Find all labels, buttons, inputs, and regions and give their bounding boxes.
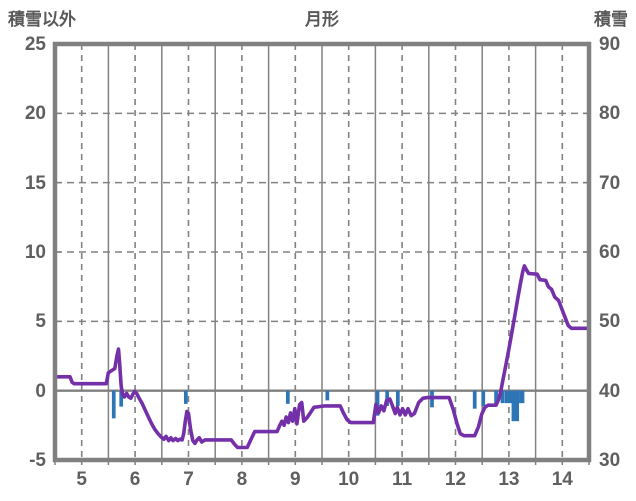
snowfall-bar [119, 390, 124, 407]
chart-title: 月形 [305, 10, 339, 29]
snowfall-bar [500, 390, 505, 404]
y-axis-right-tick-label: 50 [599, 311, 621, 333]
snowfall-bar [111, 390, 116, 419]
snowfall-bar [519, 390, 525, 404]
y-axis-right-tick-label: 90 [599, 34, 621, 55]
y-axis-right-tick-label: 80 [599, 103, 621, 125]
x-axis-tick-label: 8 [236, 469, 248, 490]
y-axis-left-tick-label: 0 [35, 380, 46, 402]
snowfall-bar [481, 390, 486, 406]
y-axis-left-tick-label: -5 [29, 450, 46, 471]
x-axis-tick-label: 7 [183, 469, 194, 490]
snowfall-bar [511, 390, 520, 422]
x-axis-tick-label: 13 [498, 469, 520, 490]
snowfall-bar [395, 390, 400, 406]
snowfall-bar [472, 390, 477, 409]
right-axis-title: 積雪 [594, 10, 628, 29]
y-axis-right-tick-label: 30 [599, 450, 621, 471]
left-axis-title: 積雪以外 [8, 10, 76, 29]
snowfall-bar [504, 390, 513, 404]
x-axis-tick-label: 9 [290, 469, 301, 490]
x-axis-tick-label: 14 [551, 469, 573, 490]
y-axis-right-tick-label: 60 [599, 242, 621, 263]
x-axis-tick-label: 12 [444, 469, 467, 490]
y-axis-left-tick-label: 25 [24, 34, 46, 55]
y-axis-left-tick-label: 20 [24, 103, 46, 125]
snowfall-bar [285, 390, 290, 404]
x-axis-tick-label: 11 [392, 469, 413, 490]
x-axis-tick-label: 5 [76, 469, 87, 490]
y-axis-left-tick-label: 5 [35, 311, 46, 333]
y-axis-left-tick-label: 15 [24, 172, 46, 194]
x-axis-tick-label: 10 [338, 469, 360, 490]
snowfall-bar [494, 390, 498, 405]
x-axis-tick-label: 6 [129, 469, 141, 490]
snowfall-bar [183, 390, 188, 404]
snowfall-bar [325, 390, 330, 401]
y-axis-right-tick-label: 70 [599, 172, 621, 194]
temperature-line [53, 264, 591, 450]
y-axis-left-tick-label: 10 [24, 242, 46, 263]
y-axis-right-tick-label: 40 [599, 380, 621, 402]
snowfall-bar [375, 390, 380, 416]
